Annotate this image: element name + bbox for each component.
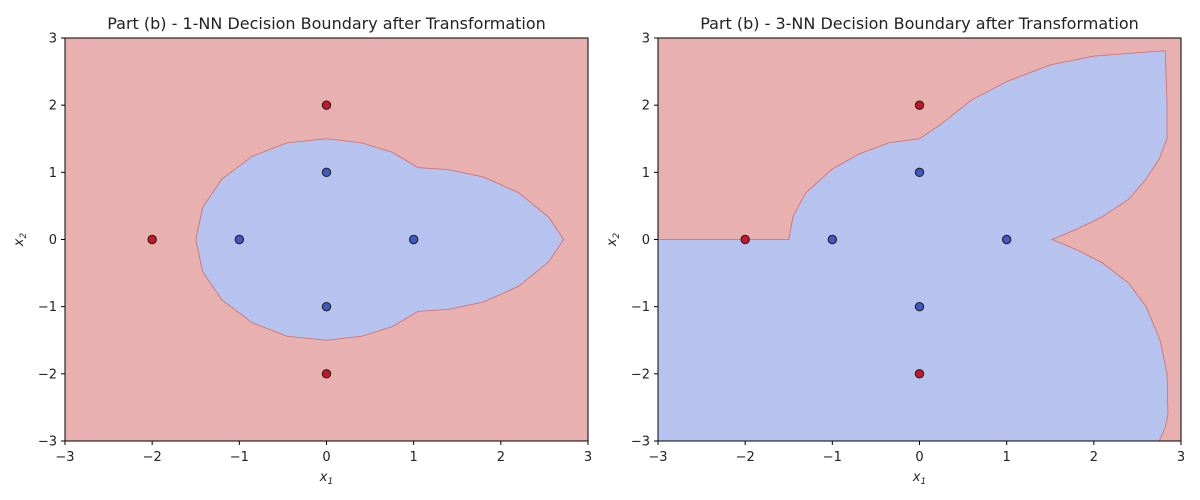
data-point-class-b [1001, 234, 1012, 245]
data-point-class-b [827, 234, 838, 245]
x-tick-label: 3 [1177, 450, 1185, 465]
y-tick-label: −1 [38, 300, 57, 315]
data-point-class-a [321, 369, 332, 379]
data-point-class-a [740, 234, 750, 245]
x-tick-label: −2 [143, 450, 162, 465]
y-tick-label: 2 [49, 99, 57, 114]
y-tick-label: 0 [642, 233, 650, 248]
x-tick-label: −1 [823, 450, 842, 465]
y-tick-label: −2 [631, 367, 650, 382]
x-tick-label: 2 [497, 450, 505, 465]
data-point-class-b [408, 234, 419, 245]
chart-1nn: Part (b) - 1-NN Decision Boundary after … [12, 14, 592, 487]
x-tick-label: −2 [736, 450, 755, 465]
y-tick-label: 2 [642, 99, 650, 114]
y-tick-label: 1 [642, 166, 650, 181]
data-point-class-b [234, 234, 245, 245]
chart-title: Part (b) - 1-NN Decision Boundary after … [107, 14, 546, 33]
data-point-class-a [914, 369, 925, 379]
y-tick-label: 3 [642, 32, 650, 47]
data-point-class-a [914, 100, 925, 110]
data-point-class-a [321, 100, 332, 110]
data-point-class-b [914, 301, 925, 312]
x-tick-label: −3 [648, 450, 667, 465]
y-tick-label: −3 [631, 435, 650, 450]
y-tick-label: 3 [49, 32, 57, 47]
y-axis-label-subscript: 2 [19, 233, 29, 239]
chart-3nn: Part (b) - 3-NN Decision Boundary after … [605, 14, 1185, 487]
x-axis-label: x1 [912, 470, 926, 487]
x-tick-label: −3 [55, 450, 74, 465]
y-tick-label: −2 [38, 367, 57, 382]
decision-region [195, 138, 565, 341]
y-tick-label: 1 [49, 166, 57, 181]
decision-region [658, 50, 1169, 441]
y-axis-label: x2 [12, 233, 29, 248]
data-point-class-b [914, 167, 925, 178]
x-tick-label: 0 [915, 450, 923, 465]
y-tick-label: −3 [38, 435, 57, 450]
x-axis-label-subscript: 1 [920, 477, 926, 487]
data-point-class-a [147, 234, 157, 245]
y-tick-label: 0 [49, 233, 57, 248]
data-point-class-b [321, 167, 332, 178]
x-axis-label: x1 [319, 470, 333, 487]
x-tick-label: −1 [230, 450, 249, 465]
x-tick-label: 2 [1090, 450, 1098, 465]
x-tick-label: 1 [1003, 450, 1011, 465]
data-point-class-b [321, 301, 332, 312]
y-tick-label: −1 [631, 300, 650, 315]
x-axis-label-subscript: 1 [327, 477, 333, 487]
x-tick-label: 1 [410, 450, 418, 465]
chart-title: Part (b) - 3-NN Decision Boundary after … [700, 14, 1139, 33]
y-axis-label-subscript: 2 [612, 233, 622, 239]
x-tick-label: 0 [322, 450, 330, 465]
x-tick-label: 3 [584, 450, 592, 465]
y-axis-label: x2 [605, 233, 622, 248]
